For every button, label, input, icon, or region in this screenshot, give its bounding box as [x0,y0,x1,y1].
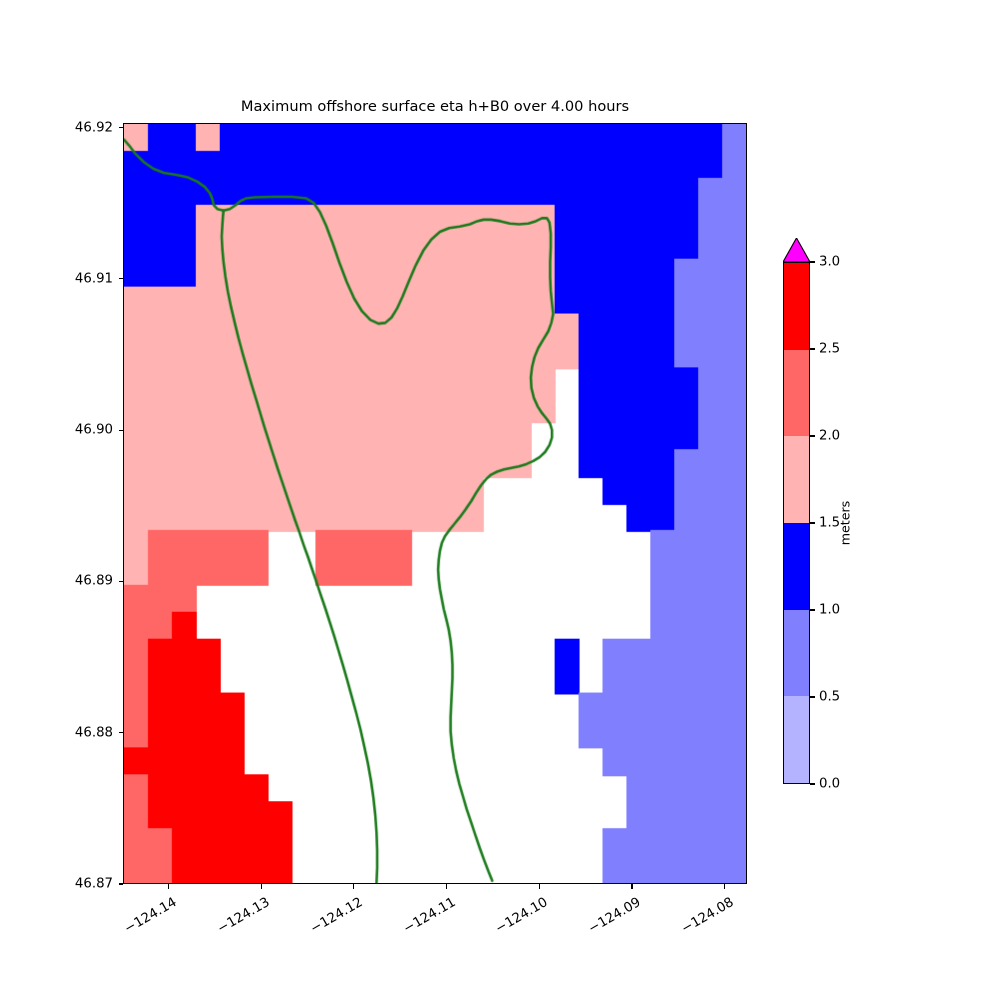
y-tick-label: 46.91 [74,271,113,287]
y-tick-mark [118,732,123,734]
colorbar-tick-label: 3.0 [819,254,841,270]
colorbar-tick-mark [810,696,815,698]
y-tick-mark [118,126,123,129]
colorbar-band-5 [784,262,809,350]
x-tick-mark [538,884,540,889]
colorbar-tick-label: 1.5 [819,515,841,531]
colorbar-tick-mark [810,348,815,350]
colorbar-band-1 [784,609,809,697]
y-tick-mark [118,883,123,885]
colorbar-over-arrow [782,236,811,263]
y-tick-mark [118,580,123,582]
x-tick-mark [167,884,170,889]
colorbar-tick-label: 1.0 [819,602,841,618]
x-tick-label: −124.14 [122,895,180,937]
colorbar-tick-mark [810,261,815,263]
colorbar-tick-mark [810,435,815,437]
y-tick-mark [118,429,123,431]
colorbar-band-2 [784,522,809,610]
y-tick-label: 46.88 [74,725,113,741]
colorbar-bands [783,262,810,784]
x-tick-mark [353,884,355,889]
x-tick-mark [631,884,633,889]
colorbar-band-3 [784,436,809,523]
x-tick-label: −124.10 [493,895,551,937]
colorbar-axis-label: meters [837,500,853,546]
colorbar-tick-mark [810,609,815,611]
plot-area[interactable] [123,123,747,884]
x-tick-label: −124.08 [678,895,737,937]
shoreline-contour [124,124,746,883]
colorbar-tick-mark [810,783,815,785]
colorbar[interactable]: 0.0 0.5 1.0 1.5 2.0 2.5 3.0 [782,236,840,792]
y-tick-label: 46.90 [74,422,113,438]
y-tick-label: 46.87 [74,876,113,892]
colorbar-tick-label: 2.5 [819,341,841,357]
x-tick-mark [724,884,726,889]
colorbar-tick-label: 0.0 [819,776,841,792]
colorbar-tick-label: 2.0 [819,428,841,444]
y-tick-mark [118,278,123,280]
y-tick-label: 46.92 [74,120,113,136]
colorbar-band-0 [784,696,809,783]
colorbar-band-4 [784,349,809,437]
colorbar-tick-label: 0.5 [819,689,841,705]
x-tick-label: −124.12 [307,895,366,937]
x-tick-label: −124.13 [215,895,273,937]
x-tick-mark [260,884,262,889]
y-tick-label: 46.89 [74,573,113,589]
x-tick-label: −124.11 [400,895,459,937]
x-tick-mark [445,884,448,889]
colorbar-tick-mark [810,522,815,524]
page-title: Maximum offshore surface eta h+B0 over 4… [240,98,630,115]
x-tick-label: −124.09 [586,895,644,937]
